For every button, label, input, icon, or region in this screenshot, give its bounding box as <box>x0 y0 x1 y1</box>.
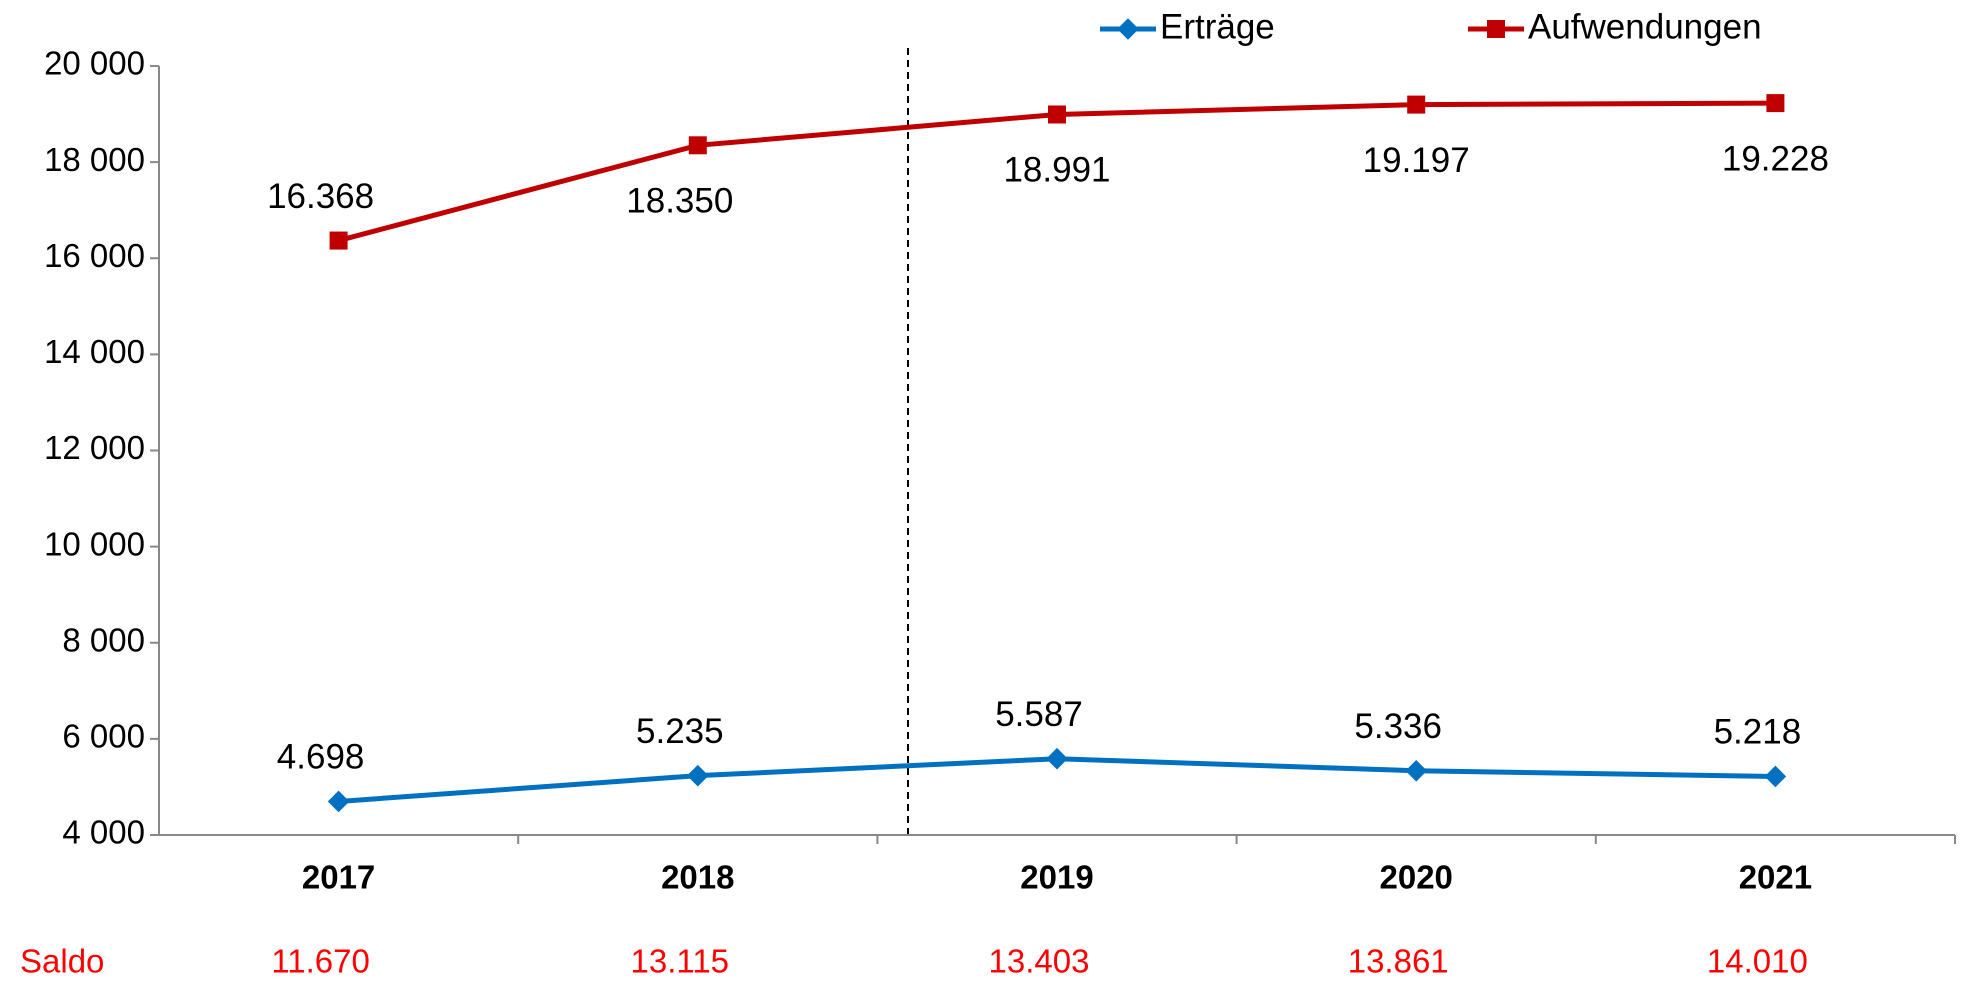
point <box>329 231 348 250</box>
y-tick-label: 12 000 <box>44 429 145 466</box>
saldo-value: 11.670 <box>271 943 369 980</box>
saldo-value: 14.010 <box>1707 943 1808 980</box>
x-tick-label: 2020 <box>1379 859 1452 896</box>
data-label: 5.336 <box>1354 707 1442 746</box>
y-tick-label: 14 000 <box>44 333 145 370</box>
y-tick-label: 20 000 <box>44 45 145 82</box>
y-tick-label: 10 000 <box>44 525 145 562</box>
saldo-label: Saldo <box>20 943 104 980</box>
point <box>1048 105 1066 124</box>
saldo-value: 13.861 <box>1348 943 1449 980</box>
saldo-value: 13.115 <box>631 943 729 980</box>
x-tick-label: 2017 <box>302 859 375 896</box>
y-tick-label: 4 000 <box>62 814 145 851</box>
point <box>1046 747 1068 770</box>
data-label: 19.197 <box>1363 141 1470 180</box>
legend-label: Aufwendungen <box>1528 7 1762 46</box>
y-tick-label: 18 000 <box>44 141 145 178</box>
y-tick-label: 6 000 <box>62 718 145 755</box>
data-label: 18.350 <box>626 182 733 221</box>
x-tick-label: 2018 <box>661 859 734 896</box>
point <box>1764 765 1787 788</box>
point <box>1766 94 1785 113</box>
saldo-value: 13.403 <box>989 943 1090 980</box>
y-tick-label: 8 000 <box>62 621 145 658</box>
point <box>687 764 709 787</box>
data-label: 5.587 <box>995 695 1083 734</box>
data-label: 18.991 <box>1003 151 1110 190</box>
data-label: 5.235 <box>636 712 724 751</box>
data-label: 4.698 <box>277 738 365 777</box>
legend-label: Erträge <box>1160 7 1275 46</box>
point <box>1117 18 1139 40</box>
x-tick-label: 2019 <box>1020 859 1093 896</box>
point <box>327 790 350 813</box>
y-tick-label: 16 000 <box>44 237 145 274</box>
data-label: 19.228 <box>1722 139 1829 178</box>
data-label: 5.218 <box>1714 713 1802 752</box>
point <box>1487 20 1505 38</box>
x-tick-label: 2021 <box>1739 859 1812 896</box>
point <box>1405 759 1427 782</box>
data-label: 16.368 <box>267 177 374 216</box>
point <box>1407 95 1426 114</box>
point <box>688 136 707 155</box>
